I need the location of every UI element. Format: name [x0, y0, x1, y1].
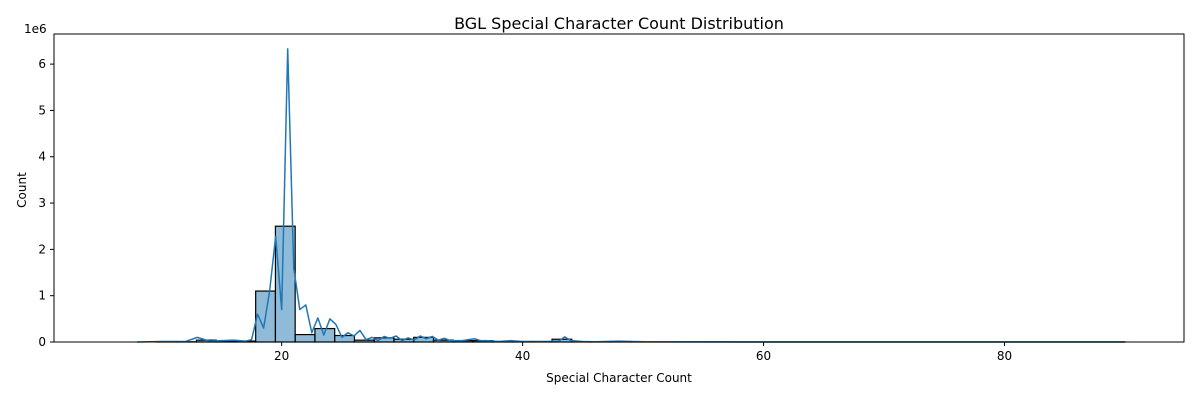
plot-frame — [54, 34, 1184, 342]
y-tick-label: 3 — [38, 196, 46, 210]
y-tick-label: 6 — [38, 57, 46, 71]
y-tick-label: 1 — [38, 289, 46, 303]
y-tick-label: 2 — [38, 242, 46, 256]
plot-layer: 20 40 60 80 0 1 2 3 4 5 6 — [38, 49, 1125, 363]
x-tick-label: 80 — [997, 349, 1012, 363]
x-tick-label: 60 — [756, 349, 771, 363]
y-axis-label: Count — [15, 172, 29, 208]
y-tick-label: 0 — [38, 335, 46, 349]
x-tick-label: 20 — [274, 349, 289, 363]
chart-title: BGL Special Character Count Distribution — [454, 14, 784, 33]
histogram-bar — [275, 226, 295, 342]
histogram-bar — [335, 336, 355, 342]
x-tick-label: 40 — [515, 349, 530, 363]
y-tick-label: 5 — [38, 103, 46, 117]
y-scale-label: 1e6 — [24, 22, 47, 36]
x-axis-label: Special Character Count — [546, 371, 692, 385]
histogram-bar — [295, 335, 315, 342]
y-tick-label: 4 — [38, 150, 46, 164]
